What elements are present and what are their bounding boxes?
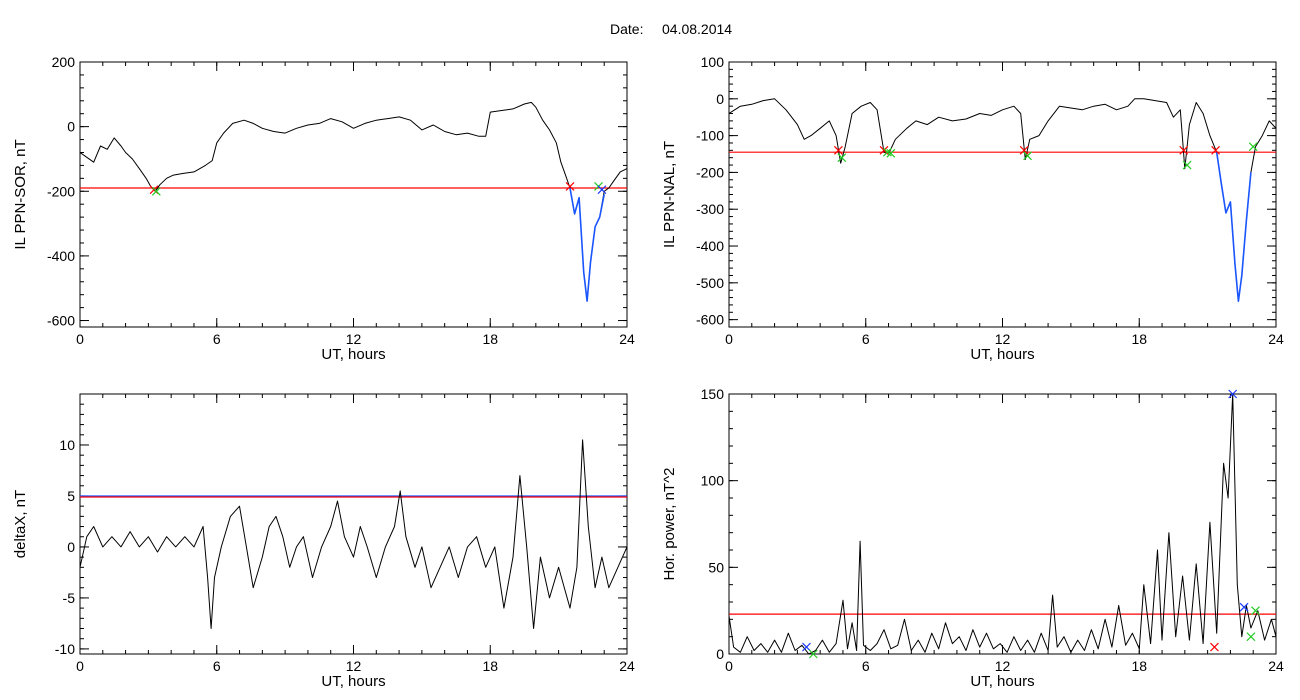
data-marker <box>1019 145 1029 155</box>
y-tick-label: 10 <box>59 437 75 453</box>
data-marker <box>837 153 847 163</box>
data-marker <box>151 186 161 196</box>
y-tick-label: -200 <box>696 164 724 180</box>
y-tick-label: 0 <box>67 119 75 135</box>
y-axis-label: IL PPN-NAL, nT <box>661 141 678 248</box>
y-axis-label: Hor. power, nT^2 <box>661 468 678 581</box>
x-tick-label: 0 <box>76 331 84 347</box>
y-tick-label: -500 <box>696 275 724 291</box>
x-tick-label: 0 <box>725 658 733 674</box>
data-marker <box>1023 151 1032 161</box>
series-line <box>80 439 627 629</box>
x-axis-label: UT, hours <box>321 346 385 363</box>
x-axis-label: UT, hours <box>321 673 385 690</box>
x-tick-label: 12 <box>995 658 1011 674</box>
plot-area <box>80 439 627 629</box>
x-tick-label: 0 <box>76 658 84 674</box>
x-tick-label: 6 <box>213 331 221 347</box>
x-tick-label: 12 <box>346 331 362 347</box>
data-marker <box>833 145 843 155</box>
x-tick-label: 18 <box>1131 331 1147 347</box>
date-title-label: Date: <box>610 21 643 37</box>
y-tick-label: 150 <box>701 386 725 402</box>
panel-top-right: 0 6 12 18 24 -600 -500 -400 -300 -200 -100 0 100 UT, … <box>661 54 1284 363</box>
plot-area <box>80 101 627 302</box>
plot-area <box>729 394 1276 654</box>
data-marker <box>597 185 607 195</box>
data-marker <box>886 148 896 158</box>
data-marker <box>802 642 811 652</box>
x-tick-label: 24 <box>1268 658 1284 674</box>
plot-area <box>729 98 1276 302</box>
data-marker <box>1246 632 1256 642</box>
x-tick-label: 24 <box>619 331 635 347</box>
data-marker <box>1179 145 1189 155</box>
data-marker <box>565 181 575 191</box>
data-marker <box>1211 145 1221 155</box>
date-title-value: 04.08.2014 <box>662 21 732 37</box>
x-tick-label: 6 <box>862 658 870 674</box>
data-marker <box>1248 142 1258 152</box>
x-tick-label: 24 <box>619 658 635 674</box>
y-tick-label: 0 <box>716 646 724 662</box>
y-tick-label: -400 <box>47 248 75 264</box>
y-tick-label: 100 <box>701 54 725 70</box>
panel-bottom-left: 0 6 12 18 24 -10 -5 0 5 10 UT, hours deltaX, nT <box>12 393 635 690</box>
y-tick-label: 100 <box>701 473 725 489</box>
series-line <box>80 101 627 302</box>
panel-top-left: 0 6 12 18 24 -600 -400 -200 0 200 UT, hours IL PPN-… <box>12 54 635 363</box>
x-tick-label: 18 <box>482 331 498 347</box>
series-line <box>569 187 605 302</box>
data-marker <box>1228 389 1238 399</box>
x-tick-label: 18 <box>482 658 498 674</box>
y-tick-label: 200 <box>52 54 76 70</box>
y-tick-label: -600 <box>696 312 724 328</box>
x-tick-label: 0 <box>725 331 733 347</box>
series-line <box>1215 152 1252 302</box>
y-tick-label: -200 <box>47 183 75 199</box>
x-tick-label: 12 <box>346 658 362 674</box>
data-marker <box>808 649 818 659</box>
x-tick-label: 6 <box>862 331 870 347</box>
series-line <box>729 394 1276 654</box>
x-tick-label: 24 <box>1268 331 1284 347</box>
y-tick-label: -5 <box>63 590 76 606</box>
x-tick-label: 18 <box>1131 658 1147 674</box>
y-tick-label: -100 <box>696 128 724 144</box>
plot-frame <box>728 393 1277 655</box>
series-line <box>729 98 1276 302</box>
data-marker <box>1239 602 1249 612</box>
data-marker <box>1182 160 1192 170</box>
y-axis-label: IL PPN-SOR, nT <box>12 139 29 249</box>
y-tick-label: -300 <box>696 201 724 217</box>
data-marker <box>1210 642 1219 652</box>
y-tick-label: 50 <box>708 559 724 575</box>
x-tick-label: 12 <box>995 331 1011 347</box>
plot-frame <box>79 61 628 328</box>
x-axis-label: UT, hours <box>970 673 1034 690</box>
y-tick-label: -10 <box>55 641 75 657</box>
data-marker <box>1251 606 1260 616</box>
y-tick-label: 0 <box>716 91 724 107</box>
x-axis-label: UT, hours <box>970 346 1034 363</box>
y-tick-label: 0 <box>67 539 75 555</box>
y-tick-label: -400 <box>696 238 724 254</box>
plot-frame <box>728 61 1277 328</box>
y-axis-label: deltaX, nT <box>12 490 29 558</box>
y-tick-label: -600 <box>47 313 75 329</box>
x-tick-label: 6 <box>213 658 221 674</box>
panel-bottom-right: 0 6 12 18 24 0 50 100 150 UT, hours Hor. power, nT… <box>661 386 1284 690</box>
y-tick-label: 5 <box>67 488 75 504</box>
plot-frame <box>79 393 628 655</box>
